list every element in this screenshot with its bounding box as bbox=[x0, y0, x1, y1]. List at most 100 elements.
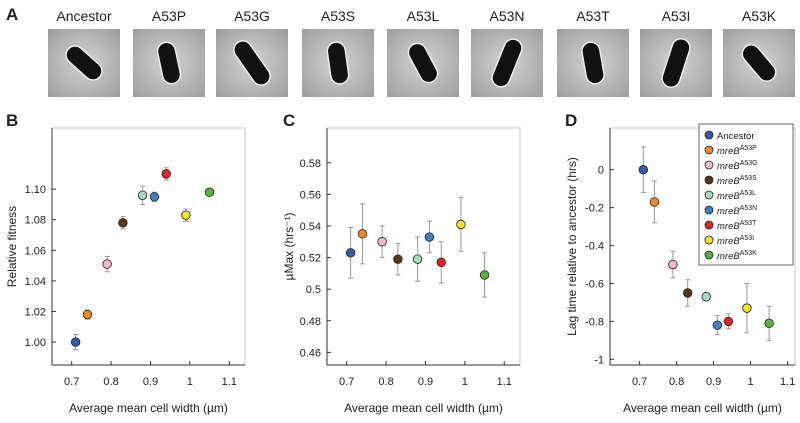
legend-entry: mreBA53P bbox=[717, 145, 757, 157]
x-tick-label: 1 bbox=[187, 376, 193, 388]
legend-marker bbox=[704, 145, 714, 155]
point bbox=[668, 259, 678, 270]
point bbox=[456, 219, 466, 230]
point bbox=[161, 169, 171, 179]
point bbox=[723, 316, 734, 327]
legend-entry: mreBA53I bbox=[717, 235, 754, 247]
legend-marker bbox=[704, 220, 714, 230]
legend-marker bbox=[704, 175, 714, 185]
legend-name: Ancestor bbox=[717, 131, 755, 142]
x-tick-label: 1.1 bbox=[780, 376, 795, 388]
x-axis-label: Average mean cell width (µm) bbox=[623, 401, 782, 415]
x-tick-label: 0.7 bbox=[632, 376, 647, 388]
point bbox=[649, 197, 660, 207]
point bbox=[412, 254, 423, 264]
legend-marker bbox=[704, 235, 714, 245]
y-tick-label: 1.04 bbox=[25, 276, 46, 288]
strain-label: A53S bbox=[321, 8, 355, 24]
y-tick-label: 0.52 bbox=[300, 253, 321, 265]
cell-rod bbox=[491, 38, 523, 88]
x-tick-label: 0.7 bbox=[64, 376, 79, 388]
x-axis-label: Average mean cell width (µm) bbox=[344, 401, 503, 415]
point bbox=[424, 232, 435, 242]
panel-label: A bbox=[6, 5, 18, 24]
point bbox=[436, 257, 446, 268]
panel-label: C bbox=[283, 111, 295, 130]
legend-name: mreB bbox=[717, 206, 740, 217]
point bbox=[764, 318, 774, 328]
point bbox=[345, 248, 356, 258]
legend-superscript: A53G bbox=[740, 160, 758, 167]
panel-label: D bbox=[565, 111, 577, 130]
strain-label: A53I bbox=[662, 8, 691, 24]
point bbox=[102, 259, 112, 269]
y-tick-label: 1.06 bbox=[25, 245, 46, 257]
cell-rod bbox=[741, 44, 777, 82]
strain-label: A53G bbox=[234, 8, 270, 24]
legend-marker bbox=[704, 130, 714, 140]
legend-superscript: A53N bbox=[740, 205, 758, 212]
point bbox=[181, 210, 191, 220]
strain-label: Ancestor bbox=[56, 8, 112, 24]
legend-name: mreB bbox=[717, 251, 740, 262]
strain-label: A53T bbox=[576, 8, 610, 24]
point bbox=[149, 192, 160, 202]
y-axis-label: µMax (hrs⁻¹) bbox=[282, 213, 296, 281]
x-tick-label: 0.9 bbox=[143, 376, 158, 388]
cell-rod bbox=[661, 38, 691, 88]
point bbox=[357, 229, 368, 239]
legend-entry: mreBA53L bbox=[717, 190, 756, 202]
x-tick-label: 1 bbox=[462, 376, 468, 388]
point bbox=[137, 190, 148, 200]
legend-name: mreB bbox=[717, 236, 740, 247]
y-tick-label: -1 bbox=[594, 354, 604, 366]
panel-label: B bbox=[6, 111, 18, 130]
cell-rod bbox=[407, 42, 439, 84]
cell-rod bbox=[65, 45, 103, 81]
plot-frame bbox=[51, 127, 246, 366]
point bbox=[701, 292, 711, 302]
legend-superscript: A53S bbox=[740, 175, 757, 182]
point bbox=[638, 165, 649, 175]
y-axis-label: Lag time relative to ancestor (hrs) bbox=[565, 157, 579, 336]
point bbox=[479, 270, 490, 280]
legend-marker bbox=[704, 250, 714, 260]
x-tick-label: 1.1 bbox=[497, 376, 512, 388]
legend-entry: mreBA53G bbox=[717, 160, 758, 172]
legend bbox=[698, 123, 794, 266]
cell-images bbox=[48, 29, 795, 97]
x-tick-label: 0.8 bbox=[669, 376, 684, 388]
y-tick-label: 1.08 bbox=[25, 215, 46, 227]
cell-rod bbox=[233, 40, 271, 86]
x-tick-label: 0.8 bbox=[103, 376, 118, 388]
strain-label: A53P bbox=[152, 8, 186, 24]
point bbox=[712, 320, 723, 330]
legend-entry: mreBA53N bbox=[717, 205, 757, 217]
x-tick-label: 1.1 bbox=[222, 376, 237, 388]
y-tick-label: 1.00 bbox=[25, 337, 46, 349]
strain-label: A53K bbox=[742, 8, 777, 24]
legend-entry: mreBA53S bbox=[717, 175, 757, 187]
legend-marker bbox=[704, 190, 714, 200]
x-tick-label: 1 bbox=[748, 376, 754, 388]
point bbox=[82, 309, 93, 320]
y-tick-label: 1.02 bbox=[25, 306, 46, 318]
legend-marker bbox=[704, 160, 714, 170]
x-tick-label: 0.9 bbox=[418, 376, 433, 388]
point bbox=[377, 237, 387, 247]
y-tick-label: 0.46 bbox=[300, 347, 321, 359]
cell-rod bbox=[156, 41, 182, 85]
point bbox=[118, 218, 128, 228]
legend-name: mreB bbox=[717, 161, 740, 172]
y-tick-label: 0.58 bbox=[300, 158, 321, 170]
y-tick-label: 0.56 bbox=[300, 189, 321, 201]
y-tick-label: -0.4 bbox=[585, 241, 604, 253]
cell-rod bbox=[326, 41, 350, 85]
point bbox=[70, 337, 81, 347]
legend-entry: mreBA53T bbox=[717, 220, 757, 232]
legend-name: mreB bbox=[717, 191, 740, 202]
legend-superscript: A53T bbox=[740, 220, 757, 227]
legend-superscript: A53L bbox=[740, 190, 756, 197]
point bbox=[742, 303, 752, 313]
y-tick-label: 0.5 bbox=[306, 284, 321, 296]
